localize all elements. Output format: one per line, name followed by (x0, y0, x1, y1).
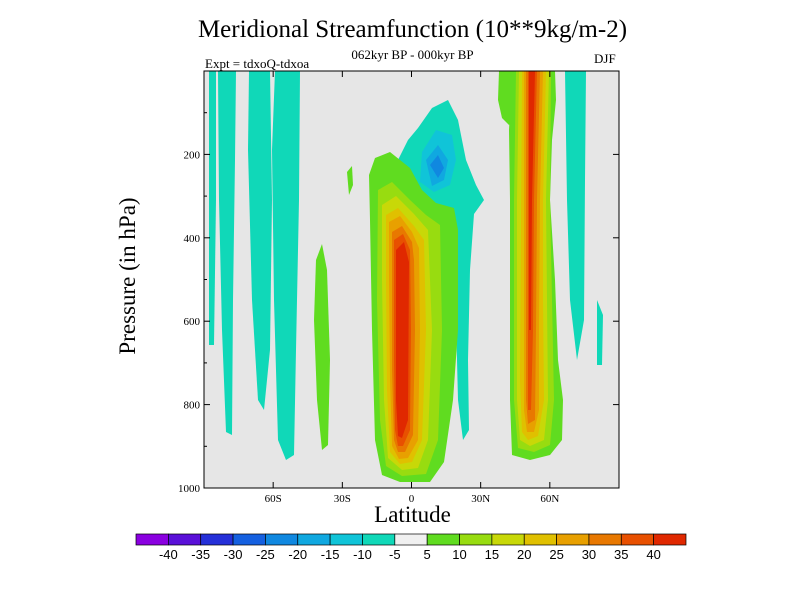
colorbar-label: 30 (582, 547, 596, 562)
colorbar-swatch (135, 533, 169, 546)
x-tick-label: 0 (409, 493, 415, 505)
x-tick-label: 30N (471, 493, 490, 505)
colorbar-label: 10 (452, 547, 466, 562)
colorbar-swatch (459, 533, 493, 546)
season-label: DJF (594, 51, 616, 66)
colorbar-label: 40 (646, 547, 660, 562)
contour-pos-dot (347, 166, 353, 195)
colorbar-swatch (588, 533, 622, 546)
colorbar-label: -40 (159, 547, 178, 562)
colorbar-label: -15 (321, 547, 340, 562)
colorbar-label: -25 (256, 547, 275, 562)
colorbar-label: 5 (424, 547, 431, 562)
y-tick-label: 1000 (178, 483, 201, 495)
x-tick-label: 60S (265, 493, 282, 505)
colorbar-swatch (265, 533, 299, 546)
contour-pos-nh-9 (529, 71, 535, 330)
colorbar-label: -30 (224, 547, 243, 562)
contour-pos-cell-8 (396, 242, 409, 438)
y-tick-label: 400 (184, 233, 201, 245)
colorbar-swatch (426, 533, 460, 546)
colorbar-label: -35 (191, 547, 210, 562)
colorbar-swatch (232, 533, 266, 546)
colorbar-label: 25 (549, 547, 563, 562)
colorbar-label: 20 (517, 547, 531, 562)
chart-subtitle: 062kyr BP - 000kyr BP (351, 47, 474, 62)
colorbar-swatch (620, 533, 654, 546)
colorbar-swatch (653, 533, 687, 546)
colorbar-label: 15 (485, 547, 499, 562)
experiment-label: Expt = tdxoQ-tdxoa (205, 56, 310, 71)
colorbar-swatch (297, 533, 331, 546)
contour-neg-upper (398, 100, 484, 440)
contour-pos-nh-2 (498, 71, 514, 125)
x-axis-label: Latitude (374, 502, 451, 527)
colorbar-swatch (523, 533, 557, 546)
colorbar-swatch (200, 533, 234, 546)
colorbar-swatch (556, 533, 590, 546)
contour-neg-band-1 (218, 71, 236, 435)
contour-neg-band-3 (248, 71, 272, 410)
y-tick-label: 800 (184, 400, 201, 412)
colorbar-swatch (362, 533, 396, 546)
y-tick-label: 200 (184, 149, 201, 161)
colorbar-swatch (329, 533, 363, 546)
colorbar-swatch (491, 533, 525, 546)
colorbar-label: -10 (353, 547, 372, 562)
contour-pos-band-left (314, 244, 330, 450)
colorbar-label: -20 (288, 547, 307, 562)
contour-neg-right-1 (565, 71, 586, 360)
x-tick-label: 30S (334, 493, 351, 505)
chart-title: Meridional Streamfunction (10**9kg/m-2) (197, 16, 628, 43)
colorbar-label: 35 (614, 547, 628, 562)
y-tick-label: 600 (184, 316, 201, 328)
colorbar-swatch (394, 533, 428, 546)
contour-neg-upper-4 (430, 155, 444, 178)
contour-neg-right-2 (597, 300, 603, 365)
x-tick-label: 60N (540, 493, 559, 505)
colorbar-label: -5 (389, 547, 401, 562)
contour-neg-band-2 (209, 71, 216, 345)
contour-neg-band-4 (272, 71, 300, 460)
colorbar-swatch (168, 533, 202, 546)
